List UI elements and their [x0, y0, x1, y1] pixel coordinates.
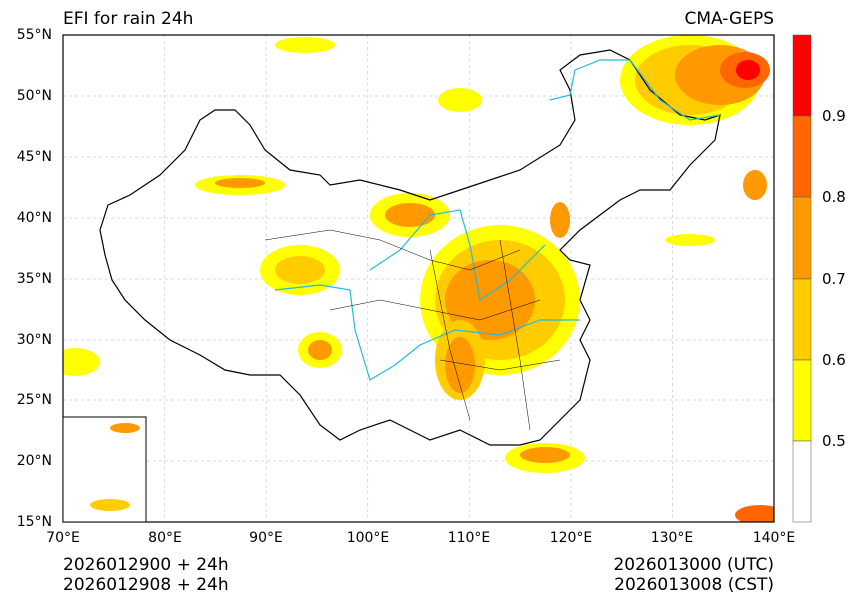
lat-label: 20°N	[16, 453, 52, 469]
valid-utc: 2026013000 (UTC)	[613, 555, 774, 575]
lat-label: 25°N	[16, 392, 52, 408]
colorbar-label: 0.5	[822, 432, 846, 450]
map-frame	[62, 34, 775, 523]
colorbar-label: 0.9	[822, 107, 846, 125]
colorbar-bin-below-0.5	[792, 440, 812, 523]
inset-south-china-sea	[62, 416, 147, 523]
lon-label: 120°E	[549, 530, 593, 546]
lon-label: 90°E	[249, 530, 283, 546]
rivers	[274, 59, 721, 381]
lat-label: 40°N	[16, 210, 52, 226]
init-cst: 2026012908 + 24h	[63, 575, 229, 595]
lat-label: 15°N	[16, 514, 52, 530]
lat-label: 45°N	[16, 149, 52, 165]
lon-label: 140°E	[752, 530, 796, 546]
model-name: CMA-GEPS	[684, 9, 774, 29]
colorbar-label: 0.6	[822, 351, 846, 369]
valid-cst: 2026013008 (CST)	[614, 575, 774, 595]
lon-label: 80°E	[148, 530, 182, 546]
china-border	[99, 49, 721, 446]
valid-time-block: 2026013000 (UTC) 2026013008 (CST)	[613, 555, 774, 595]
colorbar-bin-0.8-0.9	[792, 115, 812, 198]
lon-label: 110°E	[447, 530, 491, 546]
lon-label: 100°E	[346, 530, 390, 546]
province-borders	[264, 229, 561, 431]
lat-label: 35°N	[16, 271, 52, 287]
lon-label: 70°E	[46, 530, 80, 546]
lat-label: 30°N	[16, 332, 52, 348]
efi-shading	[63, 35, 774, 522]
colorbar	[792, 34, 812, 523]
lon-label: 130°E	[650, 530, 694, 546]
init-utc: 2026012900 + 24h	[63, 555, 229, 575]
init-time-block: 2026012900 + 24h 2026012908 + 24h	[63, 555, 229, 595]
colorbar-label: 0.7	[822, 270, 846, 288]
lat-label: 55°N	[16, 27, 52, 43]
colorbar-label: 0.8	[822, 188, 846, 206]
colorbar-bin-0.6-0.7	[792, 278, 812, 361]
colorbar-bin-0.9-1.0	[792, 34, 812, 117]
colorbar-bin-0.7-0.8	[792, 196, 812, 280]
colorbar-bin-0.5-0.6	[792, 359, 812, 442]
lat-label: 50°N	[16, 88, 52, 104]
map-title: EFI for rain 24h	[63, 9, 194, 29]
